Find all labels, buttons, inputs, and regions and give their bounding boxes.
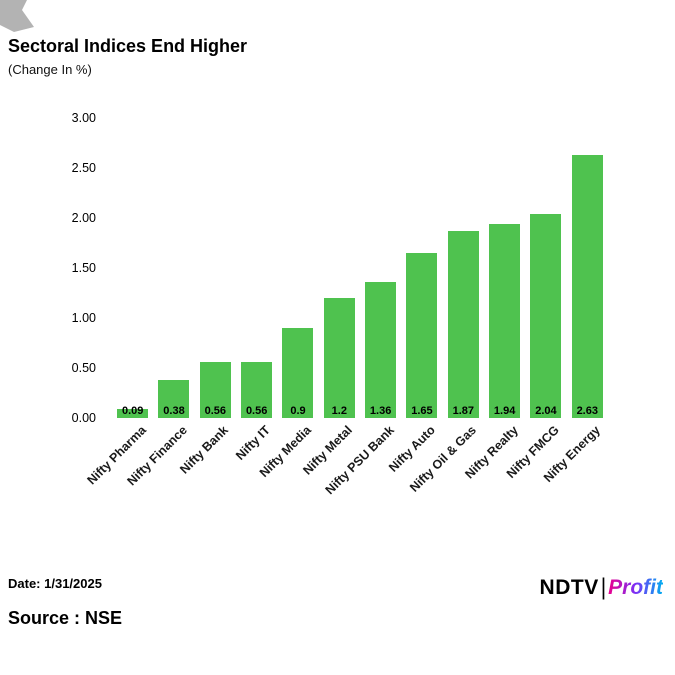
bar-slot: 0.9 — [277, 118, 318, 418]
bar-slot: 0.56 — [236, 118, 277, 418]
bar-value-label: 0.56 — [204, 405, 227, 417]
bar — [158, 380, 190, 418]
bar-slot: 0.56 — [195, 118, 236, 418]
bar-value-label: 1.94 — [493, 405, 516, 417]
logo-profit-text: Profit — [608, 576, 663, 599]
bar-value-label: 1.65 — [411, 405, 433, 417]
bar-slot: 1.94 — [484, 118, 525, 418]
bar-value-label: 1.36 — [369, 405, 392, 417]
bar-value-label: 1.2 — [331, 405, 347, 417]
chart-title: Sectoral Indices End Higher — [8, 36, 248, 56]
corner-decoration — [0, 0, 34, 32]
y-axis-tick: 2.50 — [71, 161, 96, 175]
bar-slot: 0.38 — [153, 118, 194, 418]
plot-area: 0.09 0.38 0.56 0.56 0.9 1.2 1.36 1.65 1.87 1.94 2.… — [112, 118, 608, 418]
x-axis-labels: Nifty Pharma Nifty Finance Nifty Bank Nifty… — [84, 423, 608, 533]
bar-value-label: 0.09 — [121, 405, 144, 417]
y-axis-tick: 0.00 — [71, 411, 96, 425]
bar-slot: 1.2 — [319, 118, 360, 418]
bar — [530, 214, 562, 418]
bar — [406, 253, 438, 418]
bar — [117, 409, 149, 418]
y-axis-tick: 2.00 — [71, 211, 96, 225]
logo-ndtv-text: NDTV — [539, 576, 599, 599]
y-axis-tick: 0.50 — [71, 361, 96, 375]
bar-slot: 1.36 — [360, 118, 401, 418]
bar-value-label: 0.56 — [245, 405, 268, 417]
bar — [365, 282, 397, 418]
bar — [282, 328, 314, 418]
y-axis-tick: 1.50 — [71, 261, 96, 275]
bar-slot: 1.65 — [401, 118, 442, 418]
bar — [447, 231, 479, 418]
bar-value-label: 0.38 — [163, 405, 185, 417]
bar-value-label: 2.63 — [576, 405, 598, 417]
x-axis-label: Nifty IT — [232, 423, 273, 463]
bar-slot: 1.87 — [443, 118, 484, 418]
chart-subtitle: (Change In %) — [8, 62, 92, 77]
bar-value-label: 2.04 — [535, 405, 557, 417]
bar — [571, 155, 603, 418]
y-axis: 3.00 2.50 2.00 1.50 1.00 0.50 0.00 — [40, 111, 96, 425]
bar — [199, 362, 231, 418]
bar — [323, 298, 355, 418]
y-axis-tick: 1.00 — [71, 311, 96, 325]
y-axis-tick: 3.00 — [71, 111, 96, 125]
bar-slot: 0.09 — [112, 118, 153, 418]
bar-value-label: 1.87 — [452, 405, 474, 417]
source-label: Source : NSE — [8, 608, 123, 628]
bar-value-label: 0.9 — [290, 405, 306, 417]
logo-separator: | — [600, 574, 607, 601]
bar-slot: 2.63 — [567, 118, 608, 418]
bar — [489, 224, 521, 418]
date-label: Date: 1/31/2025 — [8, 576, 102, 591]
bar — [241, 362, 273, 418]
bar-slot: 2.04 — [525, 118, 566, 418]
ndtv-profit-logo: NDTV | Profit — [539, 574, 663, 601]
